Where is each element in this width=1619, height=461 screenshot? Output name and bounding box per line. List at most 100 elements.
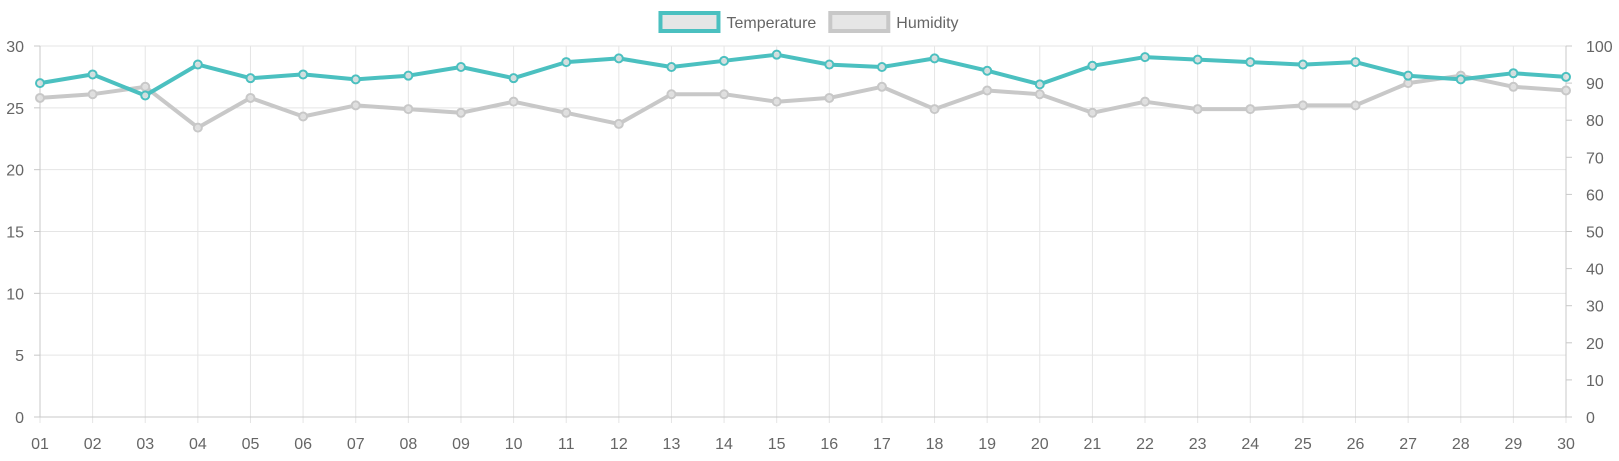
- temperature-point: [719, 55, 730, 66]
- temperature-point: [1297, 59, 1308, 70]
- y-right-tick-label: 50: [1586, 225, 1604, 242]
- temperature-point: [245, 73, 256, 84]
- humidity-point: [1140, 96, 1151, 107]
- temperature-point: [1350, 57, 1361, 68]
- temperature-point: [35, 78, 45, 89]
- x-tick-label: 06: [294, 436, 312, 453]
- x-tick-label: 07: [347, 436, 365, 453]
- y-left-tick-label: 25: [6, 101, 24, 118]
- temperature-point: [1403, 70, 1414, 81]
- x-tick-label: 11: [558, 436, 575, 453]
- humidity-point: [192, 122, 203, 133]
- y-left-tick-label: 20: [6, 163, 24, 180]
- x-tick-label: 08: [399, 436, 417, 453]
- legend-label-humidity: Humidity: [896, 15, 958, 32]
- temperature-point: [455, 62, 466, 73]
- humidity-line: [39, 73, 1567, 130]
- humidity-point: [455, 107, 466, 118]
- y-right-tick-label: 0: [1586, 410, 1595, 427]
- x-tick-label: 10: [505, 436, 523, 453]
- temperature-point: [982, 65, 993, 76]
- humidity-point: [1350, 100, 1361, 111]
- x-tick-label: 15: [768, 436, 786, 453]
- x-tick-label: 05: [242, 436, 260, 453]
- humidity-point: [350, 100, 361, 111]
- humidity-point: [1245, 104, 1256, 115]
- legend: Temperature Humidity: [658, 11, 959, 33]
- temperature-point: [350, 74, 361, 85]
- legend-label-temperature: Temperature: [726, 15, 816, 32]
- humidity-point: [1297, 100, 1308, 111]
- x-tick-label: 27: [1399, 436, 1417, 453]
- temperature-point: [771, 49, 782, 60]
- x-tick-label: 29: [1504, 436, 1522, 453]
- x-tick-label: 04: [189, 436, 207, 453]
- y-left-tick-label: 15: [6, 225, 24, 242]
- humidity-point: [1508, 81, 1519, 92]
- y-right-tick-label: 60: [1586, 187, 1604, 204]
- x-tick-label: 28: [1452, 436, 1470, 453]
- x-tick-label: 13: [663, 436, 681, 453]
- temperature-point: [876, 62, 887, 73]
- temperature-line: [39, 52, 1567, 98]
- humidity-point: [35, 92, 45, 103]
- y-right-tick-label: 70: [1586, 150, 1604, 167]
- y-right-tick-label: 90: [1586, 76, 1604, 93]
- y-right-tick-label: 20: [1586, 336, 1604, 353]
- temperature-point: [192, 59, 203, 70]
- x-tick-label: 30: [1557, 436, 1575, 453]
- x-tick-label: 23: [1189, 436, 1207, 453]
- y-right-tick-label: 40: [1586, 262, 1604, 279]
- temperature-point: [1140, 52, 1151, 63]
- x-tick-label: 26: [1347, 436, 1365, 453]
- humidity-point: [245, 92, 256, 103]
- humidity-point: [561, 107, 572, 118]
- legend-swatch-temperature: [658, 11, 721, 33]
- x-tick-label: 24: [1241, 436, 1259, 453]
- temperature-point: [1087, 60, 1098, 71]
- temperature-point: [1034, 79, 1045, 90]
- legend-swatch-humidity: [828, 11, 891, 33]
- humidity-point: [771, 96, 782, 107]
- humidity-point: [508, 96, 519, 107]
- temperature-point: [1508, 68, 1519, 79]
- humidity-point: [613, 118, 624, 129]
- temperature-point: [403, 70, 414, 81]
- temperature-point: [87, 69, 98, 80]
- humidity-point: [1087, 107, 1098, 118]
- temperature-point: [508, 73, 519, 84]
- humidity-point: [929, 104, 940, 115]
- temperature-point: [824, 59, 835, 70]
- temperature-point: [929, 53, 940, 64]
- x-tick-label: 01: [31, 436, 49, 453]
- humidity-point: [824, 92, 835, 103]
- y-right-tick-label: 30: [1586, 299, 1604, 316]
- x-tick-label: 02: [84, 436, 102, 453]
- grid: [39, 45, 1567, 423]
- x-tick-label: 19: [978, 436, 996, 453]
- temperature-point: [1245, 57, 1256, 68]
- temperature-point: [1561, 71, 1571, 82]
- humidity-point: [1034, 89, 1045, 100]
- x-tick-label: 17: [873, 436, 891, 453]
- humidity-point: [87, 89, 98, 100]
- x-tick-label: 22: [1136, 436, 1154, 453]
- y-left-tick-label: 30: [6, 39, 24, 56]
- humidity-point: [1192, 104, 1203, 115]
- temperature-point: [666, 62, 677, 73]
- y-left-tick-label: 10: [6, 286, 24, 303]
- humidity-point: [876, 81, 887, 92]
- y-left-tick-label: 5: [15, 348, 24, 365]
- x-tick-label: 12: [610, 436, 628, 453]
- temperature-point: [1455, 74, 1466, 85]
- x-tick-label: 20: [1031, 436, 1049, 453]
- temperature-point: [613, 53, 624, 64]
- y-right-tick-label: 100: [1586, 39, 1613, 56]
- humidity-point: [666, 89, 677, 100]
- y-left-tick-label: 0: [15, 410, 24, 427]
- series-layer: [35, 49, 1571, 133]
- humidity-point: [140, 81, 151, 92]
- temperature-point: [298, 69, 309, 80]
- humidity-point: [719, 89, 730, 100]
